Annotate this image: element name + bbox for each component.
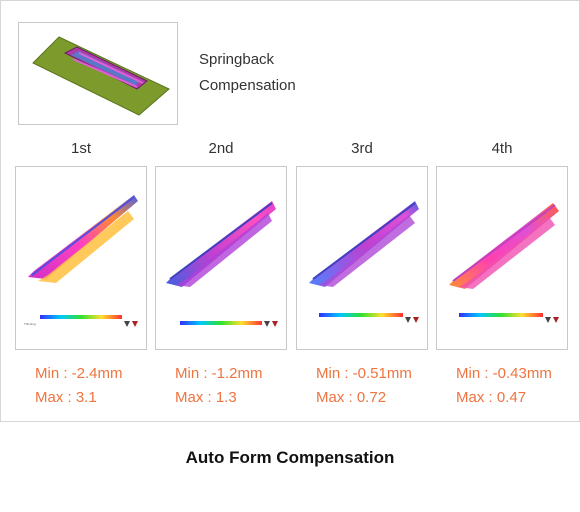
max-deviation: Max : 0.47 bbox=[456, 389, 527, 406]
iteration-column: 4th bbox=[436, 138, 568, 410]
min-deviation: Min : -2.4mm bbox=[35, 365, 123, 382]
min-deviation: Min : -1.2mm bbox=[175, 365, 263, 382]
min-deviation: Min : -0.43mm bbox=[456, 365, 552, 382]
max-deviation: Max : 0.72 bbox=[316, 389, 387, 406]
iteration-label: 4th bbox=[491, 140, 513, 157]
springback-part-image bbox=[18, 22, 178, 125]
iteration-2-image bbox=[155, 166, 287, 350]
max-deviation: Max : 1.3 bbox=[175, 389, 237, 406]
iteration-label: 3rd bbox=[351, 140, 373, 157]
deviation-stats: Min : -0.51mm Max : 0.72 bbox=[296, 362, 428, 410]
iteration-1-image: Thinning bbox=[15, 166, 147, 350]
hero-caption-line: Compensation bbox=[199, 77, 296, 94]
max-deviation: Max : 3.1 bbox=[35, 389, 97, 406]
deviation-stats: Min : -1.2mm Max : 1.3 bbox=[155, 362, 287, 410]
iteration-column: 2nd bbox=[155, 138, 287, 410]
deviation-stats: Min : -0.43mm Max : 0.47 bbox=[436, 362, 568, 410]
footer-title: Auto Form Compensation bbox=[185, 448, 395, 467]
hero-caption-line: Springback bbox=[199, 51, 275, 68]
hero-caption: Springback Compensation bbox=[199, 47, 359, 99]
content-panel: Springback Compensation 1st bbox=[0, 0, 580, 422]
svg-text:Thinning: Thinning bbox=[24, 322, 36, 326]
iteration-column: 1st bbox=[15, 138, 147, 410]
iteration-4-image bbox=[436, 166, 568, 350]
iteration-label: 2nd bbox=[208, 140, 234, 157]
deviation-stats: Min : -2.4mm Max : 3.1 bbox=[15, 362, 147, 410]
min-deviation: Min : -0.51mm bbox=[316, 365, 412, 382]
iteration-3-image bbox=[296, 166, 428, 350]
iteration-column: 3rd bbox=[296, 138, 428, 410]
iteration-label: 1st bbox=[70, 140, 91, 157]
